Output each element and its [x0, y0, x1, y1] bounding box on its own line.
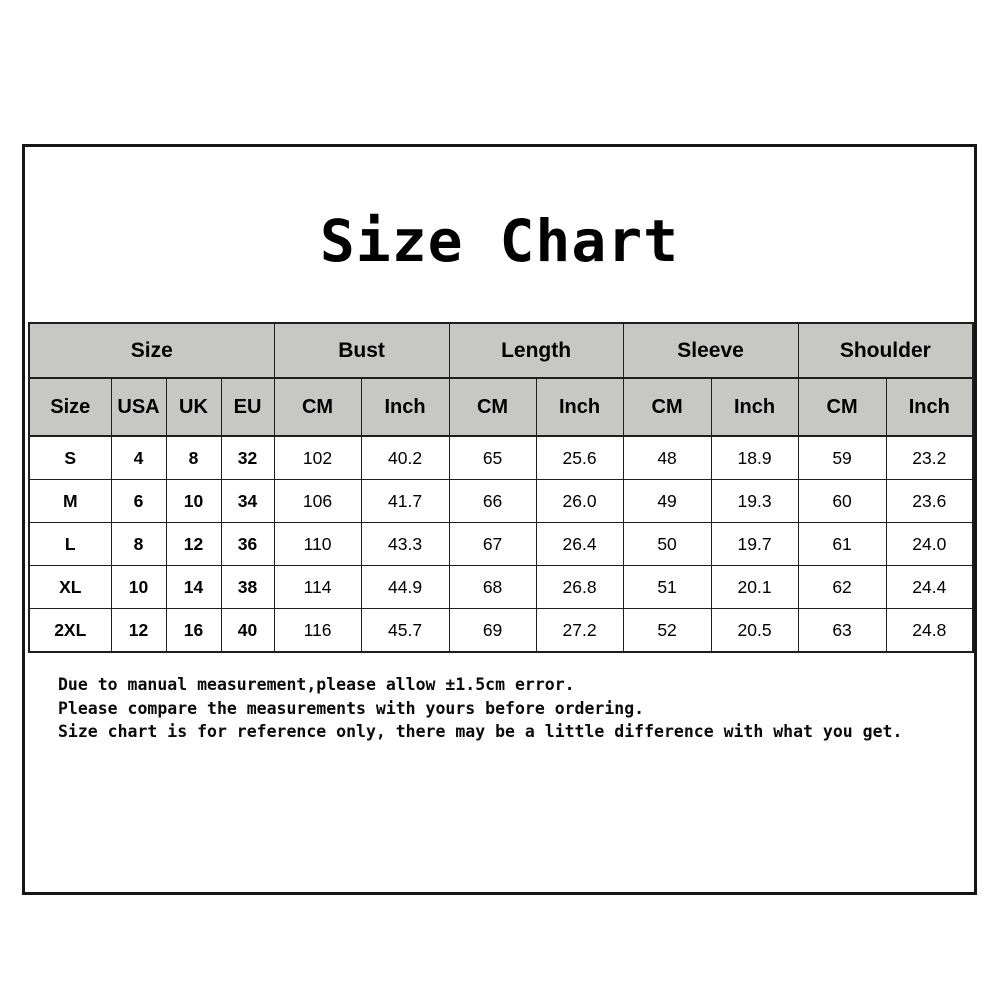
- table-cell: 52: [622, 608, 712, 653]
- table-cell: 45.7: [360, 608, 450, 653]
- table-cell: 36: [220, 522, 275, 566]
- column-header-inch-11: Inch: [885, 377, 974, 437]
- table-cell: XL: [28, 565, 112, 609]
- table-cell: 26.4: [535, 522, 624, 566]
- note-line-3: Size chart is for reference only, there …: [58, 722, 903, 741]
- table-cell: 12: [110, 608, 167, 653]
- column-header-row: Size USA UK EU CM Inch CM Inch CM Inch CM Inch: [28, 377, 974, 437]
- table-cell: 61: [797, 522, 887, 566]
- table-header: Size Bust Length Sleeve Shoulder Size USA UK EU…: [28, 322, 974, 437]
- table-cell: 62: [797, 565, 887, 609]
- table-cell: 24.4: [885, 565, 974, 609]
- table-row-m: M 6 10 34 106 41.7 66 26.0 49 19.3 60 23.6: [28, 479, 974, 523]
- table-cell: 32: [220, 435, 275, 480]
- column-header-inch-9: Inch: [710, 377, 799, 437]
- size-table: Size Bust Length Sleeve Shoulder Size USA UK EU…: [28, 322, 975, 653]
- table-row-l: L 8 12 36 110 43.3 67 26.4 50 19.7 61 24.0: [28, 522, 974, 566]
- page-title: Size Chart: [319, 207, 680, 275]
- table-cell: 26.0: [535, 479, 624, 523]
- group-header-bust: Bust: [273, 322, 450, 379]
- group-header-shoulder: Shoulder: [797, 322, 974, 379]
- table-cell: 116: [273, 608, 362, 653]
- column-header-inch-7: Inch: [535, 377, 624, 437]
- table-cell: 49: [622, 479, 712, 523]
- table-cell: 34: [220, 479, 275, 523]
- column-header-usa-1: USA: [110, 377, 167, 437]
- table-cell: 23.2: [885, 435, 974, 480]
- table-cell: 20.1: [710, 565, 799, 609]
- column-header-cm-8: CM: [622, 377, 712, 437]
- table-cell: 8: [165, 435, 222, 480]
- table-cell: 10: [165, 479, 222, 523]
- note-line-2: Please compare the measurements with you…: [58, 698, 645, 718]
- table-cell: 41.7: [360, 479, 450, 523]
- table-cell: S: [28, 435, 112, 480]
- table-cell: 43.3: [360, 522, 450, 566]
- table-cell: 63: [797, 608, 887, 653]
- table-cell: 38: [220, 565, 275, 609]
- table-cell: 19.3: [710, 479, 799, 523]
- table-cell: 65: [448, 435, 537, 480]
- table-cell: 50: [622, 522, 712, 566]
- table-body: S 4 8 32 102 40.2 65 25.6 48 18.9 59 23.2 M 6 10 34 106 4…: [28, 435, 974, 653]
- table-cell: 59: [797, 435, 887, 480]
- table-cell: 102: [273, 435, 362, 480]
- group-header-size: Size: [28, 322, 275, 379]
- table-cell: 10: [110, 565, 167, 609]
- table-cell: 51: [622, 565, 712, 609]
- table-cell: 20.5: [710, 608, 799, 653]
- table-cell: 48: [622, 435, 712, 480]
- table-cell: 18.9: [710, 435, 799, 480]
- chart-frame: Size Chart Size Bust Length Sleeve Shoulder …: [22, 144, 977, 895]
- column-header-cm-6: CM: [448, 377, 537, 437]
- column-header-cm-4: CM: [273, 377, 362, 437]
- group-header-row: Size Bust Length Sleeve Shoulder: [28, 322, 974, 379]
- table-cell: 12: [165, 522, 222, 566]
- table-cell: 24.0: [885, 522, 974, 566]
- table-row-xl: XL 10 14 38 114 44.9 68 26.8 51 20.1 62 24.4: [28, 565, 974, 609]
- column-header-inch-5: Inch: [360, 377, 450, 437]
- table-row-2xl: 2XL 12 16 40 116 45.7 69 27.2 52 20.5 63 24.8: [28, 608, 974, 653]
- group-header-length: Length: [448, 322, 624, 379]
- table-cell: 8: [110, 522, 167, 566]
- table-cell: 69: [448, 608, 537, 653]
- table-cell: 25.6: [535, 435, 624, 480]
- table-cell: 19.7: [710, 522, 799, 566]
- table-cell: 2XL: [28, 608, 112, 653]
- table-cell: 16: [165, 608, 222, 653]
- table-cell: 14: [165, 565, 222, 609]
- column-header-size-0: Size: [28, 377, 112, 437]
- notes: Due to manual measurement,please allow ±…: [58, 673, 902, 744]
- table-cell: 24.8: [885, 608, 974, 653]
- table-cell: 23.6: [885, 479, 974, 523]
- column-header-eu-3: EU: [220, 377, 275, 437]
- table-cell: 110: [273, 522, 362, 566]
- note-line-1: Due to manual measurement,please allow ±…: [58, 675, 575, 694]
- table-cell: 67: [448, 522, 537, 566]
- table-cell: 27.2: [535, 608, 624, 653]
- table-cell: 106: [273, 479, 362, 523]
- table-cell: L: [28, 522, 112, 566]
- table-cell: 68: [448, 565, 537, 609]
- table-cell: 6: [110, 479, 167, 523]
- table-cell: 60: [797, 479, 887, 523]
- table-cell: 66: [448, 479, 537, 523]
- table-cell: 40: [220, 608, 275, 653]
- table-cell: 26.8: [535, 565, 624, 609]
- table-cell: 4: [110, 435, 167, 480]
- table-cell: M: [28, 479, 112, 523]
- table-cell: 44.9: [360, 565, 450, 609]
- column-header-cm-10: CM: [797, 377, 887, 437]
- table-row-s: S 4 8 32 102 40.2 65 25.6 48 18.9 59 23.2: [28, 435, 974, 480]
- column-header-uk-2: UK: [165, 377, 222, 437]
- table-cell: 114: [273, 565, 362, 609]
- table-cell: 40.2: [360, 435, 450, 480]
- group-header-sleeve: Sleeve: [622, 322, 799, 379]
